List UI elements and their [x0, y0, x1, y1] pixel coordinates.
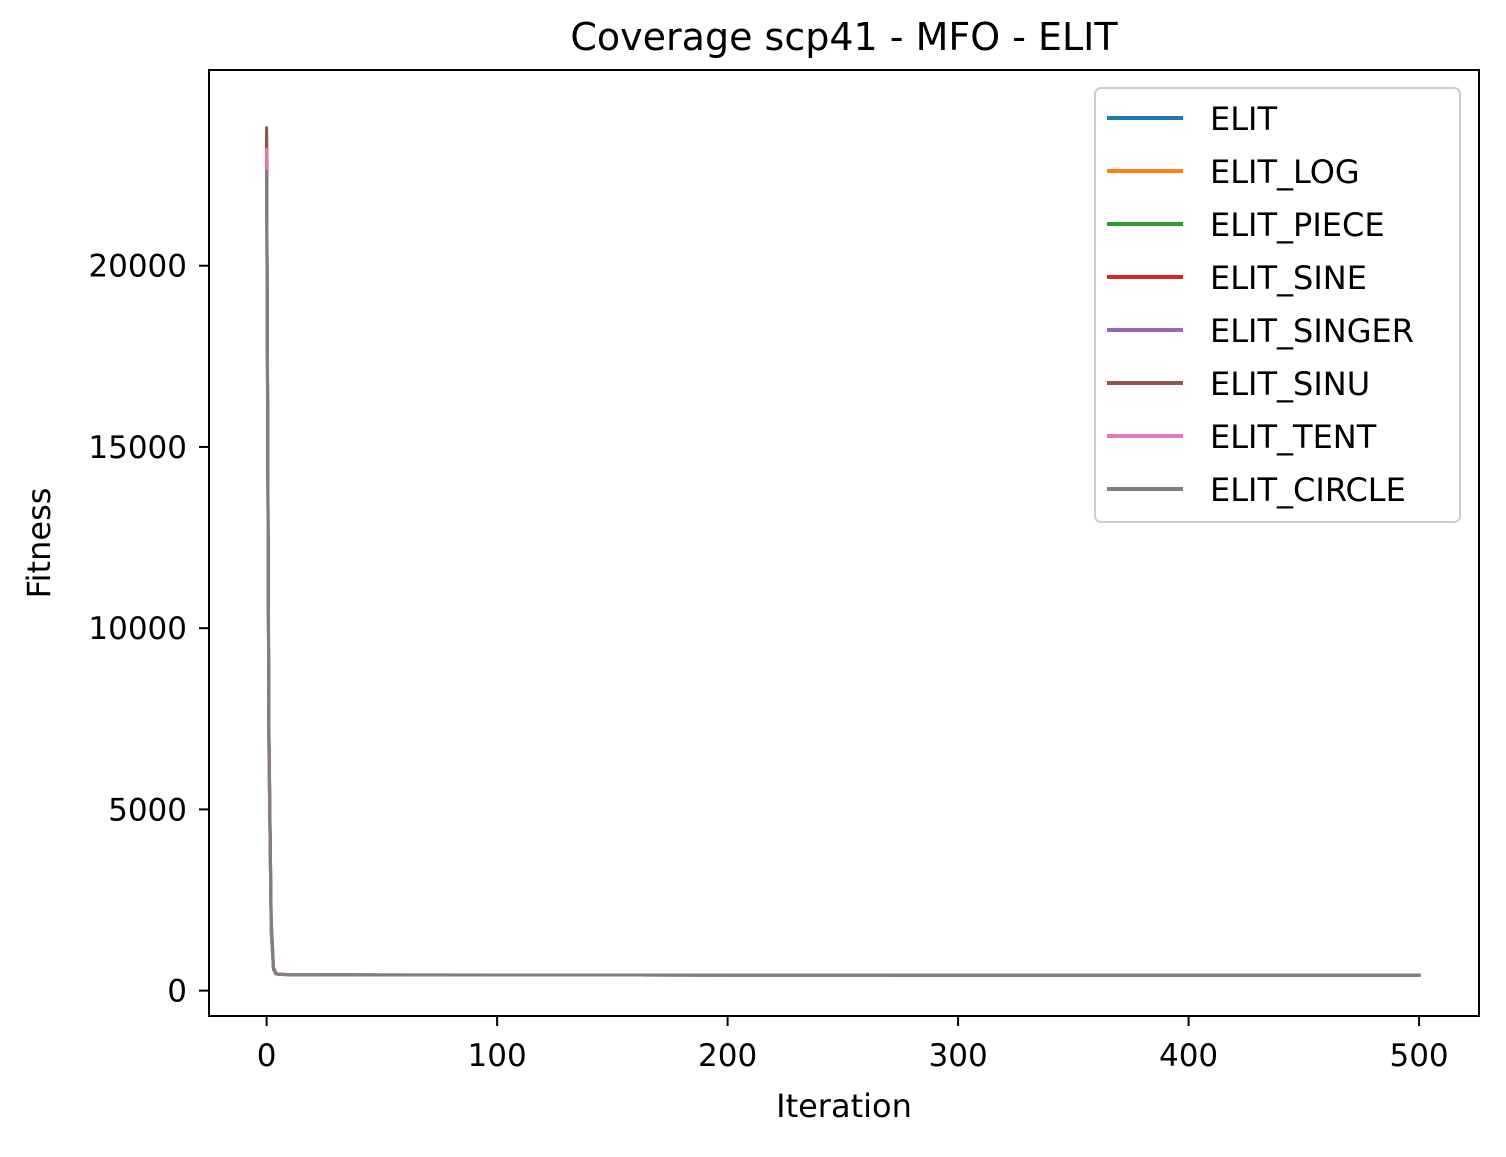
legend-label-7: ELIT_TENT	[1210, 418, 1377, 456]
x-tick-label-2: 200	[698, 1038, 757, 1074]
x-axis: 0 100 200 300 400 500	[257, 1016, 1449, 1074]
y-tick-label-2: 10000	[88, 611, 187, 647]
plot-area-frame	[208, 69, 1480, 1017]
y-tick-label-4: 20000	[88, 249, 187, 285]
legend: ELIT ELIT_LOG ELIT_PIECE ELIT_SINE ELIT_SING…	[1094, 87, 1461, 523]
legend-box	[1094, 87, 1461, 523]
y-tick-label-1: 5000	[108, 792, 187, 828]
x-axis-label: Iteration	[776, 1087, 912, 1125]
y-axis: 0 5000 10000 15000 20000	[88, 249, 209, 1010]
legend-entries: ELIT ELIT_LOG ELIT_PIECE ELIT_SINE ELIT_SING…	[1107, 100, 1414, 509]
chart-title: Coverage scp41 - MFO - ELIT	[570, 15, 1118, 59]
x-tick-label-4: 400	[1159, 1038, 1218, 1074]
y-axis-label: Fitness	[20, 488, 58, 599]
x-tick-label-1: 100	[468, 1038, 527, 1074]
legend-label-6: ELIT_SINU	[1210, 365, 1370, 403]
series-layer	[265, 126, 1421, 977]
legend-label-1: ELIT	[1210, 100, 1277, 138]
legend-label-2: ELIT_LOG	[1210, 153, 1360, 191]
y-tick-label-0: 0	[167, 974, 187, 1010]
y-tick-label-3: 15000	[88, 430, 187, 466]
x-tick-label-0: 0	[257, 1038, 277, 1074]
legend-label-5: ELIT_SINGER	[1210, 312, 1414, 350]
legend-label-3: ELIT_PIECE	[1210, 206, 1385, 244]
x-tick-label-3: 300	[929, 1038, 988, 1074]
series-line-8	[265, 169, 1421, 977]
x-tick-label-5: 500	[1389, 1038, 1448, 1074]
legend-label-4: ELIT_SINE	[1210, 259, 1367, 297]
legend-label-8: ELIT_CIRCLE	[1210, 471, 1406, 509]
